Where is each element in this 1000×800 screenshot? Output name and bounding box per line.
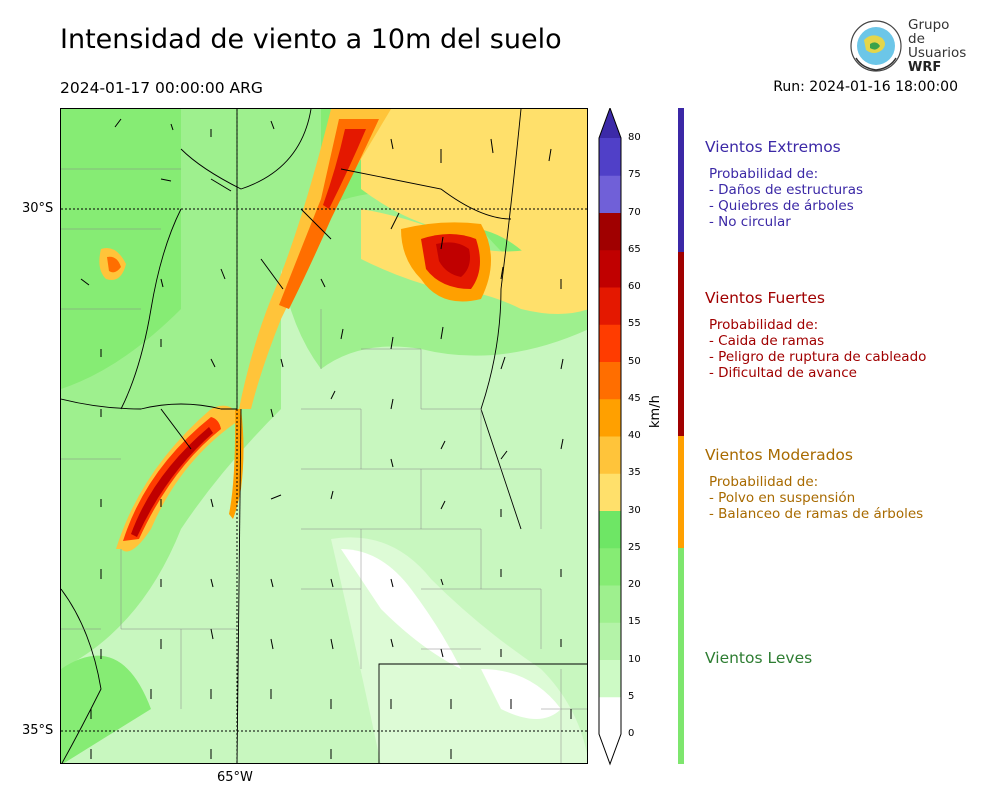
colorbar-cell [599, 622, 621, 660]
colorbar: 0 5 10 15 20 25 30 35 40 45 50 55 60 65 70 75 80 [598, 106, 658, 768]
wind-vectors [80, 118, 572, 759]
category-line: - Peligro de ruptura de cableado [709, 349, 927, 365]
colorbar-tick-label: 30 [628, 504, 641, 516]
category-bar [678, 548, 684, 764]
wind-field-svg [61, 109, 587, 763]
colorbar-cell [599, 473, 621, 511]
colorbar-tick-label: 15 [628, 616, 641, 628]
wind-map [60, 108, 588, 764]
colorbar-tick-label: 35 [628, 467, 641, 479]
lon-label-65w: 65°W [217, 770, 253, 785]
colorbar-cell [599, 324, 621, 362]
colorbar-tick-label: 60 [628, 281, 641, 292]
colorbar-tick-label: 10 [628, 653, 641, 665]
colorbar-tick-label: 40 [628, 430, 641, 441]
colorbar-tick-label: 65 [628, 243, 641, 255]
category-title: Vientos Moderados [705, 446, 853, 464]
colorbar-cell [599, 510, 621, 549]
category-line: - Caida de ramas [709, 333, 825, 349]
colorbar-tick-label: 80 [628, 132, 641, 143]
logo-line3: WRF [908, 60, 942, 75]
colorbar-tick-label: 20 [628, 579, 641, 590]
category-line: Probabilidad de: [709, 317, 819, 333]
category-line: - Daños de estructuras [709, 182, 864, 198]
category-bar [678, 108, 684, 252]
colorbar-extend-low [599, 734, 621, 764]
globe-logo-icon [850, 20, 902, 72]
category-block: Vientos Fuertes Probabilidad de: - Caida d… [705, 289, 926, 381]
colorbar-tick-label: 75 [628, 169, 641, 181]
colorbar-tick-label: 45 [628, 392, 641, 404]
colorbar-svg [598, 106, 622, 766]
category-line: - No circular [709, 214, 791, 230]
lat-label-30s: 30°S [22, 201, 54, 216]
colorbar-tick-label: 50 [628, 355, 641, 367]
category-line: - Dificultad de avance [709, 365, 857, 381]
category-block: Vientos Extremos Probabilidad de: - Daños … [705, 138, 863, 230]
colorbar-cell [599, 287, 621, 325]
colorbar-cell [599, 696, 621, 735]
category-title: Vientos Leves [705, 649, 813, 667]
colorbar-cell [599, 212, 621, 251]
colorbar-cell [599, 398, 621, 437]
category-line: Probabilidad de: [709, 166, 819, 182]
colorbar-cell [599, 585, 621, 623]
category-block: Vientos Leves [705, 649, 812, 667]
colorbar-tick-label: 5 [628, 690, 635, 702]
category-title: Vientos Extremos [705, 138, 841, 156]
colorbar-unit-label: km/h [648, 395, 663, 428]
logo-line1: Grupo de [908, 17, 950, 47]
colorbar-cell [599, 249, 621, 288]
colorbar-cell [599, 436, 621, 474]
page-title: Intensidad de viento a 10m del suelo [60, 24, 562, 55]
valid-time: 2024-01-17 00:00:00 ARG [60, 79, 263, 97]
colorbar-cell [599, 361, 621, 400]
colorbar-tick-label: 70 [628, 206, 641, 218]
category-line: - Quiebres de árboles [709, 198, 854, 214]
category-bar [678, 252, 684, 436]
category-title: Vientos Fuertes [705, 289, 825, 307]
colorbar-tick-label: 55 [628, 318, 641, 330]
category-block: Vientos Moderados Probabilidad de: - Polvo… [705, 446, 923, 522]
category-line: - Polvo en suspensión [709, 490, 856, 506]
colorbar-cell [599, 547, 621, 586]
logo-line2: Usuarios [908, 45, 967, 61]
colorbar-cell [599, 659, 621, 698]
lat-label-35s: 35°S [22, 723, 54, 738]
colorbar-tick-label: 25 [628, 541, 641, 553]
category-line: Probabilidad de: [709, 474, 819, 490]
wrf-logo: Grupo de Usuarios WRF [848, 17, 968, 75]
category-line: - Balanceo de ramas de árboles [709, 506, 924, 522]
colorbar-cell [599, 175, 621, 213]
colorbar-cell [599, 138, 621, 176]
category-bar [678, 436, 684, 548]
colorbar-tick-label: 0 [628, 728, 635, 739]
colorbar-extend-high [599, 108, 621, 138]
run-time: Run: 2024-01-16 18:00:00 [773, 79, 958, 95]
